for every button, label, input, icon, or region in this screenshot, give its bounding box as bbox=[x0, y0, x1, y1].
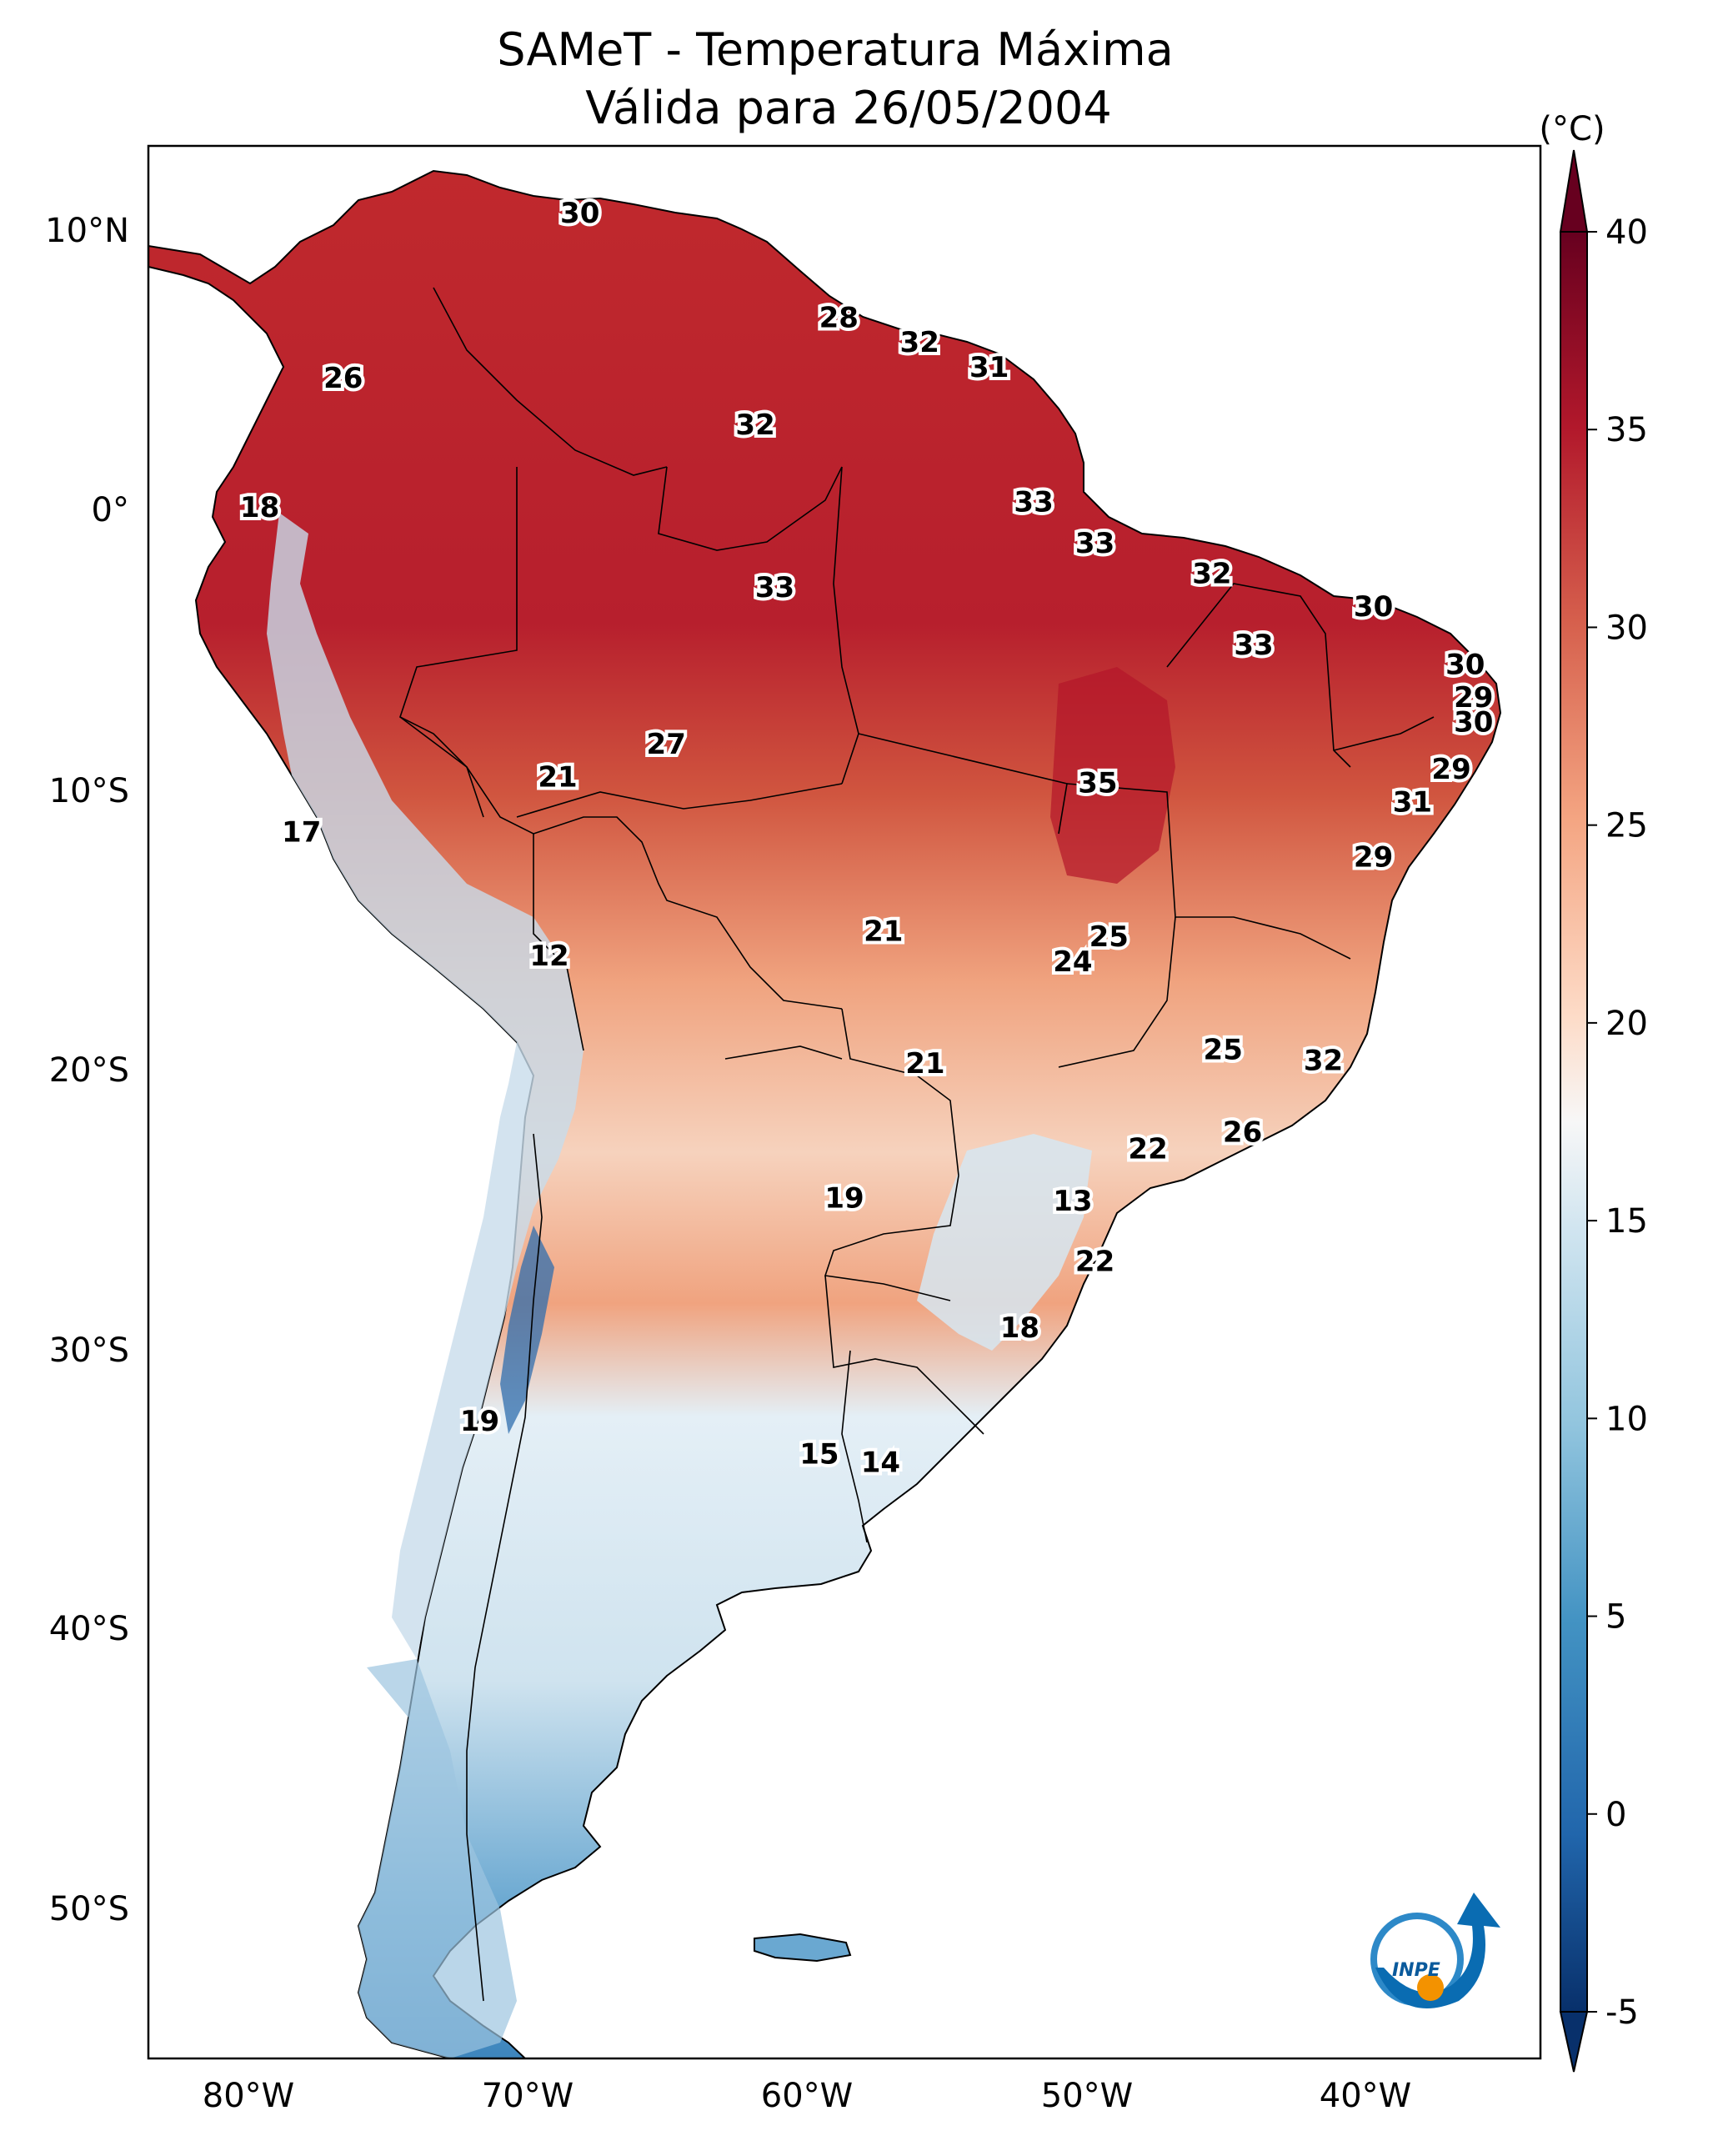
map-title-line1: SAMeT - Temperatura Máxima bbox=[497, 23, 1173, 76]
station-value-15: 30 bbox=[1454, 706, 1493, 740]
colorbar-ticks: 40 35 30 25 20 15 10 5 0 -5 bbox=[1587, 213, 1648, 2032]
station-value-29: 21 bbox=[905, 1047, 944, 1081]
colorbar-tick-label-4: 20 bbox=[1605, 1005, 1648, 1043]
logo-dot bbox=[1417, 1974, 1444, 2001]
colorbar-tick-label-9: -5 bbox=[1605, 1993, 1639, 2032]
station-value-1: 28 bbox=[819, 301, 859, 334]
station-value-6: 18 bbox=[240, 491, 279, 524]
andes-cool-band bbox=[267, 513, 584, 1659]
station-value-4: 26 bbox=[323, 362, 363, 395]
colorbar-bottom-extend bbox=[1559, 2011, 1589, 2073]
latitude-labels: 10°N 0° 10°S 20°S 30°S 40°S 50°S bbox=[45, 212, 129, 1928]
station-value-26: 12 bbox=[529, 940, 568, 973]
logo-arrow-icon bbox=[1375, 1893, 1500, 2008]
station-value-25: 24 bbox=[1053, 945, 1092, 979]
lat-label-30s: 30°S bbox=[49, 1331, 129, 1370]
colorbar-tick-label-2: 30 bbox=[1605, 609, 1648, 647]
station-value-36: 19 bbox=[460, 1405, 499, 1438]
station-value-5: 32 bbox=[735, 409, 774, 442]
southern-brazil-cool-patch bbox=[917, 1134, 1092, 1351]
station-value-13: 30 bbox=[1445, 648, 1485, 681]
station-value-38: 14 bbox=[861, 1447, 900, 1480]
lon-label-50w: 50°W bbox=[1041, 2077, 1133, 2115]
station-value-24: 25 bbox=[1089, 920, 1129, 954]
station-value-0: 30 bbox=[560, 197, 599, 230]
station-value-18: 35 bbox=[1078, 766, 1117, 800]
colorbar-tick-label-6: 10 bbox=[1605, 1400, 1648, 1438]
lon-label-60w: 60°W bbox=[761, 2077, 853, 2115]
station-value-28: 32 bbox=[1304, 1045, 1343, 1078]
colorbar: (°C) 40 35 30 25 20 15 10 5 0 -5 bbox=[1539, 110, 1648, 2073]
station-value-32: 13 bbox=[1053, 1185, 1092, 1218]
station-value-34: 22 bbox=[1075, 1246, 1114, 1279]
station-value-12: 33 bbox=[1234, 629, 1273, 662]
station-value-37: 15 bbox=[799, 1438, 839, 1472]
lon-label-70w: 70°W bbox=[482, 2077, 573, 2115]
falkland-islands bbox=[754, 1933, 852, 1963]
lat-label-50s: 50°S bbox=[49, 1890, 129, 1928]
station-value-7: 33 bbox=[1014, 486, 1053, 519]
lon-label-80w: 80°W bbox=[203, 2077, 294, 2115]
station-value-3: 31 bbox=[969, 351, 1009, 384]
station-value-17: 21 bbox=[538, 761, 577, 795]
lat-label-20s: 20°S bbox=[49, 1051, 129, 1090]
colorbar-top-extend bbox=[1559, 149, 1589, 233]
colorbar-gradient bbox=[1560, 231, 1588, 2013]
central-brazil-hot-core bbox=[1050, 667, 1175, 884]
colorbar-tick-label-8: 0 bbox=[1605, 1796, 1626, 1834]
station-value-33: 19 bbox=[824, 1182, 864, 1216]
inpe-logo: INPE bbox=[1370, 1893, 1500, 2008]
station-value-11: 30 bbox=[1354, 590, 1393, 624]
colorbar-tick-label-5: 15 bbox=[1605, 1202, 1648, 1241]
station-value-10: 33 bbox=[755, 571, 794, 604]
station-value-23: 21 bbox=[864, 915, 903, 949]
lat-label-40s: 40°S bbox=[49, 1610, 129, 1648]
station-value-27: 25 bbox=[1204, 1033, 1243, 1066]
colorbar-unit-label: (°C) bbox=[1539, 110, 1605, 148]
lat-label-10s: 10°S bbox=[49, 772, 129, 810]
station-value-8: 33 bbox=[1075, 527, 1114, 560]
map-panel bbox=[148, 146, 1540, 2058]
station-value-2: 32 bbox=[900, 326, 939, 359]
lat-label-0: 0° bbox=[92, 491, 129, 529]
lat-label-10n: 10°N bbox=[45, 212, 129, 250]
colorbar-tick-label-1: 35 bbox=[1605, 411, 1648, 449]
map-title-line2: Válida para 26/05/2004 bbox=[585, 82, 1111, 134]
station-value-16: 27 bbox=[647, 728, 686, 761]
lon-label-40w: 40°W bbox=[1320, 2077, 1411, 2115]
station-value-21: 17 bbox=[282, 816, 321, 850]
patagonia-cool-region bbox=[358, 1659, 517, 2058]
station-value-35: 18 bbox=[1000, 1311, 1039, 1345]
longitude-labels: 80°W 70°W 60°W 50°W 40°W bbox=[203, 2077, 1411, 2115]
station-value-31: 22 bbox=[1128, 1132, 1167, 1166]
colorbar-tick-label-3: 25 bbox=[1605, 807, 1648, 845]
station-value-14: 29 bbox=[1454, 681, 1493, 714]
colorbar-tick-label-0: 40 bbox=[1605, 213, 1648, 252]
logo-text: INPE bbox=[1392, 1960, 1440, 1981]
andes-cold-core bbox=[500, 1226, 554, 1434]
station-value-30: 26 bbox=[1223, 1116, 1262, 1150]
colorbar-tick-label-7: 5 bbox=[1605, 1598, 1626, 1637]
station-value-22: 29 bbox=[1354, 840, 1393, 874]
station-value-19: 29 bbox=[1431, 753, 1470, 786]
station-value-20: 31 bbox=[1393, 785, 1432, 819]
country-borders bbox=[399, 287, 1435, 2002]
station-value-9: 32 bbox=[1192, 557, 1231, 590]
map-frame bbox=[147, 144, 1542, 2060]
